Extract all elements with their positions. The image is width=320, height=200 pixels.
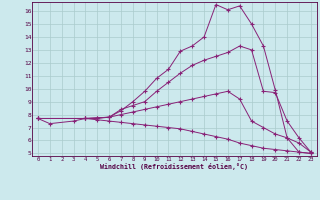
X-axis label: Windchill (Refroidissement éolien,°C): Windchill (Refroidissement éolien,°C) xyxy=(100,163,248,170)
